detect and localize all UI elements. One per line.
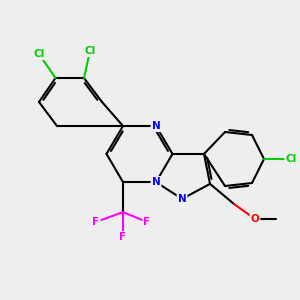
Text: F: F <box>119 232 127 242</box>
Text: N: N <box>152 121 160 131</box>
Text: Cl: Cl <box>33 49 45 59</box>
Text: Cl: Cl <box>84 46 96 56</box>
Text: F: F <box>143 217 151 227</box>
Text: O: O <box>250 214 260 224</box>
Text: N: N <box>178 194 187 204</box>
Text: N: N <box>152 177 160 187</box>
Text: F: F <box>92 217 100 227</box>
Text: Cl: Cl <box>285 154 297 164</box>
